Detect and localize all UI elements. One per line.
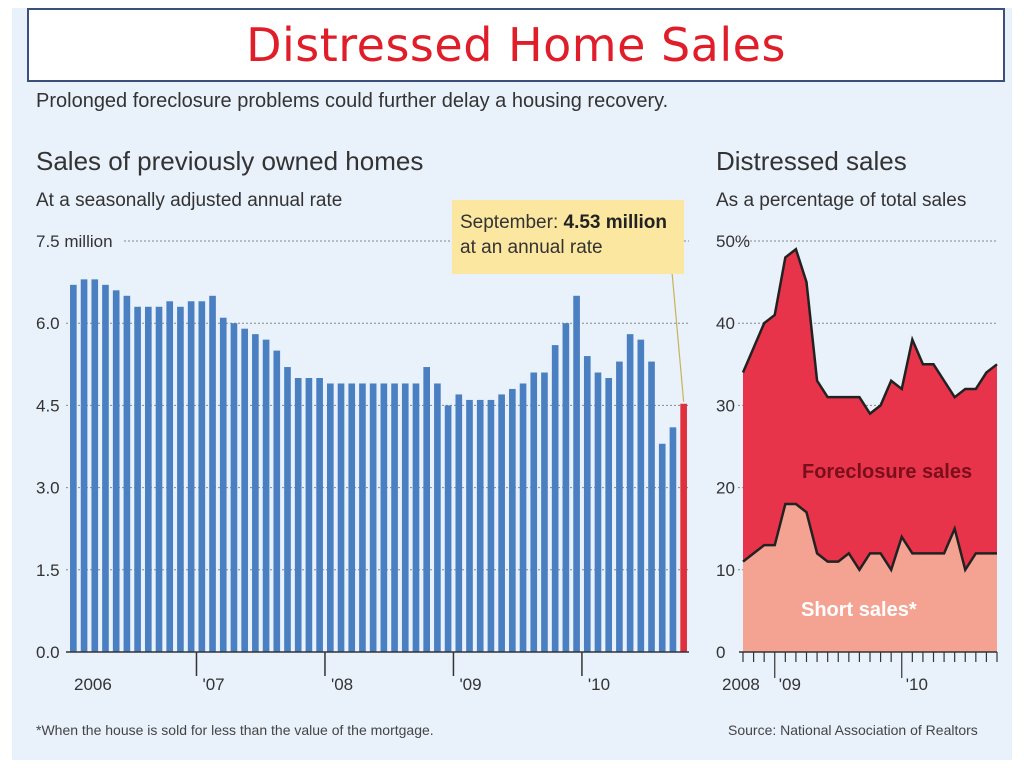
left-y-tick-label: 3.0 — [36, 479, 60, 498]
sales-bar — [487, 399, 495, 652]
sales-bar — [648, 361, 655, 652]
footnote: *When the house is sold for less than th… — [36, 722, 434, 738]
callout-line2: at an annual rate — [460, 237, 603, 258]
right-y-tick-label: 30 — [716, 396, 735, 415]
sales-bar — [380, 383, 388, 652]
right-x-tick-label: 2008 — [722, 675, 760, 694]
page-title: Distressed Home Sales — [246, 18, 786, 72]
sales-bar — [476, 399, 484, 652]
sales-bar — [91, 279, 99, 652]
left-y-tick-label: 4.5 — [36, 396, 60, 415]
sales-bar — [541, 372, 548, 652]
sales-bar — [626, 334, 634, 652]
sales-bar — [155, 306, 163, 652]
short-sales-area — [743, 504, 997, 652]
sales-bar — [530, 372, 538, 652]
sales-bar — [583, 356, 591, 652]
right-y-tick-label: 50% — [716, 232, 750, 251]
sales-bar — [680, 403, 687, 652]
left-x-tick-label: '10 — [588, 675, 610, 694]
sales-bar — [369, 383, 377, 652]
title-box: Distressed Home Sales — [27, 8, 1005, 82]
sales-bar — [187, 301, 195, 652]
sales-bar — [616, 361, 623, 652]
sales-bar — [70, 284, 77, 652]
sales-bar — [434, 383, 441, 652]
sales-bar — [359, 383, 366, 652]
sales-bar — [112, 290, 120, 652]
left-chart-title: Sales of previously owned homes — [36, 146, 424, 176]
sales-bar — [316, 378, 323, 652]
left-y-tick-label: 1.5 — [36, 561, 60, 580]
sales-bar — [562, 323, 570, 652]
sales-bar — [252, 334, 259, 652]
short-sales-line — [742, 502, 997, 573]
sales-bar — [219, 317, 227, 652]
sales-bar — [669, 427, 677, 652]
sales-bar — [658, 443, 666, 652]
left-x-tick-label: '09 — [459, 675, 481, 694]
sales-bar — [401, 383, 409, 652]
left-x-tick-label: '08 — [331, 675, 353, 694]
short-sales-series-label: Short sales* — [801, 599, 917, 621]
left-y-tick-label: 0.0 — [36, 643, 60, 662]
sales-bar — [123, 295, 131, 652]
sales-bar — [134, 306, 141, 652]
sales-bar — [305, 378, 313, 652]
right-chart-subtitle: As a percentage of total sales — [716, 190, 967, 211]
sales-bar — [230, 323, 238, 652]
sales-bar — [284, 367, 291, 652]
right-y-tick-label: 0 — [716, 643, 725, 662]
sales-bar — [637, 339, 645, 652]
sales-bar — [262, 339, 270, 652]
sales-bar — [166, 301, 174, 652]
sales-bar — [573, 295, 580, 652]
sales-bar — [605, 378, 613, 652]
sales-bar — [466, 399, 473, 652]
sales-bar — [294, 378, 302, 652]
sales-bar — [551, 345, 559, 652]
source-note: Source: National Association of Realtors — [728, 722, 978, 738]
sales-bar — [509, 388, 516, 652]
callout-pointer — [671, 271, 685, 402]
sales-bar — [198, 301, 206, 652]
sales-bar — [423, 367, 431, 652]
sales-bar — [391, 383, 398, 652]
sales-bar — [519, 383, 527, 652]
left-chart-subtitle: At a seasonally adjusted annual rate — [36, 190, 343, 211]
september-callout: September: 4.53 million at an annual rat… — [452, 200, 684, 274]
right-y-tick-label: 10 — [716, 561, 735, 580]
left-y-tick-label: 7.5 million — [36, 232, 113, 251]
sales-bar — [326, 383, 334, 652]
right-x-tick-label: '09 — [779, 675, 801, 694]
sales-bar — [498, 394, 505, 652]
sales-bar — [80, 279, 88, 652]
sales-bar — [348, 383, 356, 652]
sales-bar — [177, 306, 184, 652]
sales-bar — [144, 306, 152, 652]
left-y-tick-label: 6.0 — [36, 314, 60, 333]
right-y-tick-label: 40 — [716, 314, 735, 333]
right-y-tick-label: 20 — [716, 479, 735, 498]
sales-bar — [209, 295, 216, 652]
sales-bar — [444, 405, 452, 652]
left-x-tick-label: 2006 — [74, 675, 112, 694]
sales-bar — [455, 394, 463, 652]
callout-label: September: — [460, 212, 559, 233]
sales-bar — [273, 350, 281, 652]
sales-bar — [102, 284, 109, 652]
foreclosure-line — [741, 247, 998, 416]
right-x-tick-label: '10 — [906, 675, 928, 694]
right-chart-title: Distressed sales — [716, 146, 907, 176]
sales-bar — [337, 383, 345, 652]
chart-subtitle: Prolonged foreclosure problems could fur… — [36, 90, 669, 112]
sales-bar — [594, 372, 602, 652]
foreclosure-series-label: Foreclosure sales — [802, 461, 972, 483]
sales-bar — [412, 383, 420, 652]
left-x-tick-label: '07 — [202, 675, 224, 694]
sales-bar — [241, 328, 248, 652]
callout-value: 4.53 million — [563, 212, 667, 233]
